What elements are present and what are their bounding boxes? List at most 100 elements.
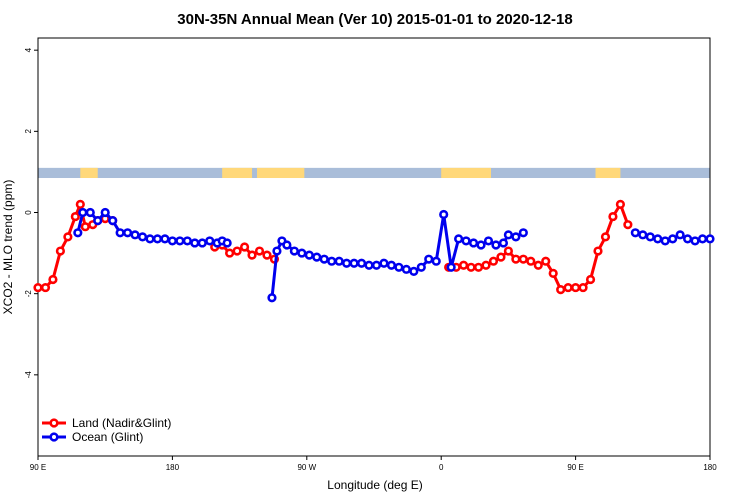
data-point bbox=[476, 240, 486, 250]
data-point bbox=[115, 228, 125, 238]
data-point bbox=[503, 230, 514, 240]
data-point bbox=[342, 258, 352, 268]
data-point bbox=[570, 282, 581, 293]
x-axis: 90 E 180 90 W 0 90 E 180 bbox=[30, 456, 717, 472]
data-point bbox=[638, 230, 648, 240]
data-point bbox=[498, 238, 509, 248]
data-point bbox=[481, 260, 491, 270]
plot-area-border bbox=[37, 37, 711, 457]
data-point bbox=[503, 246, 514, 256]
y-tick-label: 2 bbox=[24, 129, 33, 134]
data-point bbox=[491, 240, 501, 250]
data-point bbox=[386, 260, 397, 270]
data-point bbox=[623, 220, 633, 230]
data-point bbox=[175, 236, 185, 246]
data-point bbox=[468, 238, 479, 248]
data-point bbox=[608, 211, 618, 222]
data-point bbox=[556, 285, 566, 295]
data-point bbox=[137, 232, 148, 242]
chart-title: 30N-35N Annual Mean (Ver 10) 2015-01-01 … bbox=[177, 11, 572, 28]
data-point bbox=[63, 232, 73, 242]
data-point bbox=[496, 252, 506, 262]
data-point bbox=[122, 228, 133, 238]
data-point bbox=[145, 234, 155, 244]
data-point bbox=[48, 274, 58, 285]
data-point bbox=[364, 260, 374, 270]
x-tick-label: 180 bbox=[703, 463, 717, 472]
data-point bbox=[526, 256, 536, 266]
x-tick-label: 90 W bbox=[297, 463, 316, 472]
data-point bbox=[446, 262, 456, 272]
data-point bbox=[518, 254, 528, 264]
landmask-band bbox=[38, 167, 710, 179]
data-point bbox=[690, 236, 700, 246]
data-point bbox=[615, 199, 626, 209]
data-point bbox=[160, 234, 170, 244]
ocean-band bbox=[38, 167, 710, 179]
data-point bbox=[394, 262, 404, 272]
legend: Land (Nadir&Glint)Ocean (Glint) bbox=[42, 416, 171, 444]
data-point bbox=[511, 254, 521, 264]
data-point bbox=[416, 262, 426, 272]
data-point bbox=[511, 232, 521, 242]
data-point bbox=[73, 228, 83, 238]
data-point bbox=[473, 262, 484, 272]
data-point bbox=[541, 256, 551, 266]
data-point bbox=[197, 238, 207, 248]
data-point bbox=[424, 254, 434, 264]
data-point bbox=[272, 246, 282, 256]
data-point bbox=[379, 258, 389, 268]
data-point bbox=[225, 248, 235, 258]
data-point bbox=[697, 234, 708, 244]
data-point bbox=[222, 238, 232, 248]
y-tick-label: -4 bbox=[24, 371, 33, 379]
y-axis-label: XCO2 - MLO trend (ppm) bbox=[1, 180, 15, 315]
data-point bbox=[75, 199, 85, 209]
data-point bbox=[578, 282, 588, 293]
data-point bbox=[80, 222, 90, 232]
data-point bbox=[585, 274, 596, 285]
data-point bbox=[282, 240, 292, 250]
data-point bbox=[653, 234, 663, 244]
data-point bbox=[334, 256, 344, 266]
y-tick-label: -2 bbox=[24, 290, 33, 298]
series-layer bbox=[33, 199, 715, 303]
data-point bbox=[254, 246, 265, 256]
data-point bbox=[304, 250, 314, 260]
data-point bbox=[130, 230, 140, 240]
data-point bbox=[40, 282, 51, 293]
data-point bbox=[100, 207, 110, 218]
series-land bbox=[33, 199, 633, 295]
data-point bbox=[356, 258, 367, 268]
data-point bbox=[289, 246, 299, 256]
data-point bbox=[85, 207, 95, 218]
land-band-segment bbox=[441, 167, 491, 179]
land-band-segment bbox=[257, 167, 305, 179]
data-point bbox=[371, 260, 382, 270]
data-point bbox=[182, 236, 192, 246]
x-tick-label: 90 E bbox=[567, 463, 583, 472]
data-point bbox=[33, 282, 43, 293]
data-point bbox=[533, 260, 543, 270]
data-point bbox=[409, 266, 419, 276]
data-point bbox=[167, 236, 177, 246]
data-point bbox=[518, 228, 528, 238]
data-point bbox=[431, 256, 441, 266]
data-point bbox=[297, 248, 307, 258]
data-point bbox=[645, 232, 655, 242]
legend-marker bbox=[49, 418, 59, 428]
data-point bbox=[563, 282, 573, 293]
data-point bbox=[483, 236, 494, 246]
y-axis: 4 2 0 -2 -4 bbox=[24, 47, 38, 378]
data-point bbox=[262, 250, 272, 260]
y-tick-label: 0 bbox=[24, 210, 33, 215]
data-point bbox=[247, 250, 257, 260]
data-point bbox=[401, 264, 411, 274]
data-point bbox=[327, 256, 337, 266]
data-point bbox=[439, 209, 449, 220]
data-point bbox=[93, 216, 103, 226]
land-band-segment bbox=[80, 167, 98, 179]
data-point bbox=[593, 246, 603, 256]
data-point bbox=[152, 234, 163, 244]
